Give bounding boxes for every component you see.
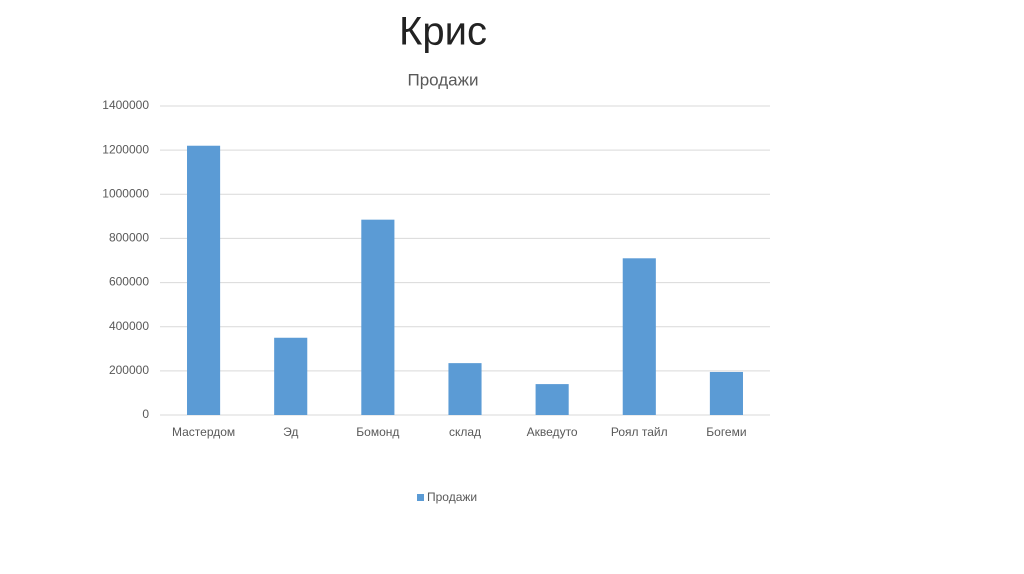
legend-swatch: [417, 494, 424, 501]
y-tick-label: 400000: [109, 319, 149, 333]
y-tick-label: 800000: [109, 231, 149, 245]
x-tick-label: Бомонд: [356, 425, 399, 439]
x-tick-label: Акведуто: [527, 425, 578, 439]
x-tick-label: склад: [449, 425, 481, 439]
bar: [361, 219, 395, 415]
bar: [274, 337, 308, 415]
bar: [709, 371, 743, 415]
legend-label: Продажи: [427, 490, 477, 504]
y-tick-label: 1000000: [102, 186, 149, 200]
y-tick-label: 600000: [109, 275, 149, 289]
bar: [448, 363, 482, 415]
x-tick-label: Роял тайл: [611, 425, 668, 439]
chart-title: Продажи: [408, 70, 479, 89]
bar: [187, 145, 221, 415]
x-tick-label: Богеми: [706, 425, 746, 439]
slide-title: Крис: [399, 10, 487, 54]
bar: [622, 258, 656, 415]
y-tick-label: 0: [142, 407, 149, 421]
bar: [535, 384, 569, 415]
x-tick-label: Эд: [283, 425, 298, 439]
y-tick-label: 1200000: [102, 142, 149, 156]
y-tick-label: 1400000: [102, 98, 149, 112]
x-tick-label: Мастердом: [172, 425, 235, 439]
y-tick-label: 200000: [109, 363, 149, 377]
